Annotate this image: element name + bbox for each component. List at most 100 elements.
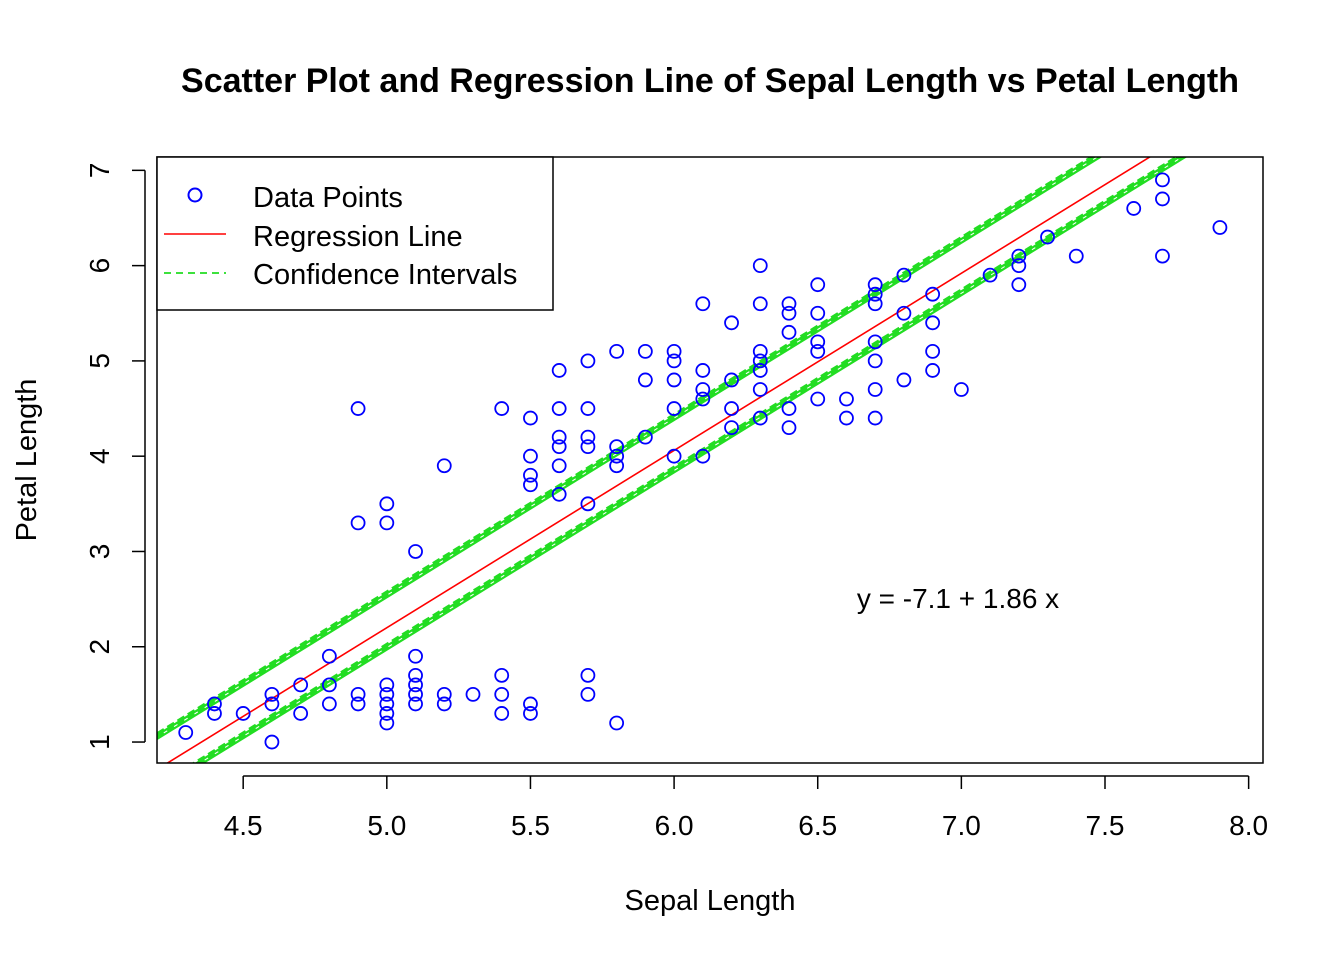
data-point [235, 706, 251, 721]
data-point [494, 667, 510, 683]
data-point [810, 277, 826, 293]
data-point [695, 296, 711, 312]
data-point [551, 439, 567, 455]
data-point [1040, 229, 1055, 245]
data-point [494, 401, 510, 416]
data-point [867, 277, 883, 293]
data-point [408, 696, 423, 712]
confidence-upper-line [157, 157, 1097, 737]
data-point [1068, 248, 1084, 264]
data-point [1011, 277, 1027, 293]
data-point [781, 420, 797, 436]
data-point [379, 686, 395, 702]
data-point [580, 496, 596, 512]
data-point [637, 372, 653, 388]
data-point [666, 372, 682, 388]
data-point [953, 382, 969, 397]
data-point [609, 439, 625, 455]
data-point [752, 382, 768, 397]
data-point [494, 706, 510, 721]
data-point [695, 363, 711, 378]
data-point [321, 677, 337, 693]
data-point [523, 448, 538, 464]
regression-line [165, 157, 1152, 763]
data-point [523, 706, 538, 721]
confidence-lower-line [200, 157, 1188, 763]
data-point [580, 429, 596, 445]
data-point [666, 343, 682, 359]
data-point [580, 401, 596, 416]
data-point [666, 353, 682, 369]
chart-title: Scatter Plot and Regression Line of Sepa… [181, 62, 1239, 100]
data-point [666, 448, 682, 464]
data-point [925, 286, 941, 302]
data-point [465, 686, 481, 702]
data-point [896, 372, 912, 388]
data-point [752, 296, 768, 312]
data-point [839, 410, 854, 426]
data-point [810, 334, 826, 350]
data-point [207, 696, 222, 712]
data-point [1155, 248, 1170, 264]
data-point [350, 401, 366, 416]
legend-point-symbol [187, 187, 203, 203]
data-point [810, 391, 826, 407]
x-tick-label: 5.5 [511, 810, 550, 841]
data-point [523, 410, 538, 426]
data-point [752, 363, 768, 378]
data-point [379, 515, 395, 531]
confidence-upper-line [157, 157, 1094, 735]
data-point [609, 448, 625, 464]
data-point [1212, 220, 1228, 235]
data-point [724, 372, 739, 388]
data-point [1155, 191, 1170, 207]
y-axis: 1 2 3 4 5 6 7 [84, 163, 146, 750]
data-point [867, 353, 883, 369]
data-point [551, 429, 567, 445]
confidence-lower-line [191, 157, 1179, 763]
data-point [781, 324, 797, 340]
x-tick-label: 5.0 [367, 810, 406, 841]
data-point [867, 286, 883, 302]
data-point [178, 725, 194, 740]
data-point [551, 458, 567, 474]
legend-label-regression-line: Regression Line [253, 221, 463, 253]
lines-layer [157, 157, 1188, 763]
data-point [408, 544, 423, 559]
data-point [523, 477, 538, 493]
data-point [810, 343, 826, 359]
y-tick-label: 1 [84, 734, 115, 750]
data-point [752, 410, 768, 426]
x-axis: 4.5 5.0 5.5 6.0 6.5 7.0 7.5 8.0 [224, 775, 1268, 841]
y-tick-label: 3 [84, 544, 115, 560]
confidence-upper-line [157, 157, 1100, 739]
data-point [781, 296, 797, 312]
data-point [264, 686, 280, 702]
data-point [724, 401, 739, 416]
data-point [752, 353, 768, 369]
data-point [379, 496, 395, 512]
y-tick-label: 7 [84, 163, 115, 179]
data-point [896, 267, 912, 283]
data-point [379, 715, 395, 731]
regression-equation: y = -7.1 + 1.86 x [857, 583, 1059, 614]
y-tick-label: 6 [84, 258, 115, 274]
data-point [494, 686, 510, 702]
data-point [896, 305, 912, 321]
data-point [695, 448, 711, 464]
data-point [695, 391, 711, 407]
data-point [867, 296, 883, 312]
x-tick-label: 7.5 [1086, 810, 1125, 841]
data-point [1155, 172, 1170, 188]
data-point [724, 420, 739, 436]
data-point [1011, 258, 1027, 274]
data-point [867, 382, 883, 397]
data-point [523, 467, 538, 483]
data-point [551, 486, 567, 502]
data-point [810, 305, 826, 321]
data-point [867, 334, 883, 350]
data-point [580, 439, 596, 455]
data-point [207, 706, 222, 721]
data-point [1126, 201, 1142, 216]
data-point [264, 696, 280, 712]
